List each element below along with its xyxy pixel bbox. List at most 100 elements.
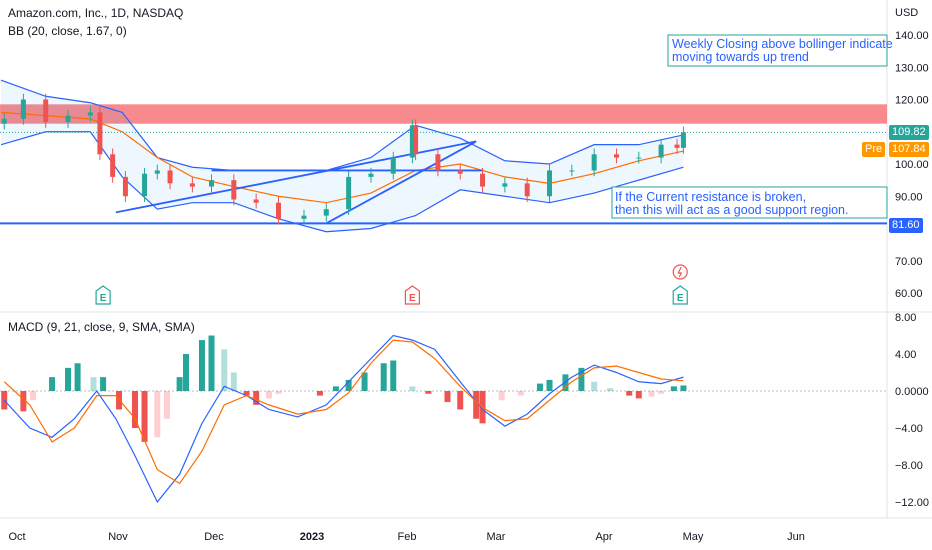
candle: [569, 164, 575, 177]
macd-histogram-bar: [176, 377, 183, 391]
candle-body: [547, 170, 553, 197]
macd-histogram-bar: [90, 377, 97, 391]
candle: [97, 106, 103, 161]
macd-axis-tick: −12.00: [895, 497, 929, 509]
time-axis-label: 2023: [300, 531, 324, 543]
macd-histogram-bar: [457, 391, 464, 410]
macd-histogram-bar: [265, 391, 272, 399]
candle: [674, 138, 680, 154]
candle-body: [1, 118, 7, 124]
pre-label-badge: Pre: [862, 142, 886, 157]
candle: [502, 177, 508, 193]
macd-histogram-bar: [670, 386, 677, 391]
annotation-box-2: [611, 186, 888, 219]
candle-body: [480, 173, 486, 187]
candle-body: [591, 154, 597, 171]
annotation-support: If the Current resistance is broken, the…: [615, 191, 848, 217]
candle-body: [167, 170, 173, 184]
macd-histogram-bar: [208, 335, 215, 391]
candle: [480, 167, 486, 193]
candle: [457, 164, 463, 180]
candle: [346, 171, 352, 215]
candle: [65, 109, 71, 128]
macd-histogram-bar: [536, 383, 543, 391]
candle-body: [658, 144, 664, 158]
candle: [323, 203, 329, 222]
candle-body: [65, 115, 71, 123]
candle-body: [409, 125, 415, 158]
candle-body: [301, 215, 307, 219]
macd-histogram-bar: [562, 374, 569, 391]
macd-indicator-label[interactable]: MACD (9, 21, close, 9, SMA, SMA): [8, 320, 195, 334]
candle-body: [323, 209, 329, 216]
candle: [524, 177, 530, 203]
annotation-weekly-closing: Weekly Closing above bollinger indicate …: [672, 38, 893, 64]
candle: [209, 174, 215, 193]
candle-body: [122, 176, 128, 197]
candle-body: [457, 170, 463, 174]
macd-histogram-bar: [345, 379, 352, 391]
candle: [1, 113, 7, 130]
macd-histogram-bar: [243, 391, 250, 396]
candle: [390, 151, 396, 180]
macd-histogram-bar: [154, 391, 161, 438]
macd-axis-tick: −8.00: [895, 460, 923, 472]
candle-body: [142, 173, 148, 197]
bb-indicator-label[interactable]: BB (20, close, 1.67, 0): [8, 24, 127, 38]
macd-histogram-bar: [183, 354, 189, 391]
earnings-marker-label: E: [100, 293, 107, 304]
macd-histogram-bar: [49, 377, 56, 391]
macd-histogram-bar: [635, 391, 642, 399]
earnings-event-icon: E: [404, 285, 420, 305]
candle: [368, 167, 374, 183]
candle: [110, 148, 116, 183]
macd-histogram-bar: [198, 340, 205, 391]
macd-histogram-bar: [473, 391, 480, 419]
candle-body: [680, 132, 686, 148]
trendline-2: [325, 140, 477, 225]
candle: [435, 148, 441, 177]
candle: [613, 148, 619, 164]
macd-histogram-bar: [230, 372, 237, 391]
candle: [591, 148, 597, 177]
candle-body: [110, 154, 116, 177]
candle-body: [209, 180, 215, 187]
candle: [658, 138, 664, 164]
macd-histogram-bar: [29, 391, 36, 401]
candle-body: [20, 99, 26, 119]
macd-histogram-bar: [20, 391, 27, 412]
time-axis-label: Feb: [398, 531, 417, 543]
candle: [301, 209, 307, 225]
macd-histogram-bar: [131, 391, 138, 428]
earnings-marker-shape: [672, 285, 688, 305]
candle-body: [569, 170, 575, 172]
macd-histogram-bar: [409, 386, 416, 391]
candle-body: [413, 125, 419, 155]
macd-histogram-bar: [100, 377, 107, 391]
time-axis-label: Apr: [595, 531, 612, 543]
candle: [154, 164, 160, 180]
resistance-zone: [0, 104, 887, 124]
price-axis-tick: 100.00: [895, 159, 929, 171]
candle-body: [368, 173, 374, 177]
candle: [142, 167, 148, 203]
price-axis-tick: 120.00: [895, 95, 929, 107]
candle-body: [390, 157, 396, 174]
candle: [409, 119, 415, 164]
macd-histogram-bar: [74, 363, 81, 391]
macd-histogram-bar: [1, 391, 8, 410]
time-axis-label: Mar: [487, 531, 506, 543]
macd-histogram-bar: [591, 381, 598, 391]
macd-histogram-bar: [163, 391, 170, 419]
candle-body: [189, 183, 195, 187]
pre-price-badge: 107.84: [889, 142, 929, 157]
candle: [253, 193, 259, 209]
candle-body: [636, 157, 642, 159]
candle: [636, 151, 642, 164]
macd-histogram-bar: [316, 391, 323, 396]
candle-body: [253, 199, 259, 203]
macd-axis-tick: 8.00: [895, 312, 916, 324]
candle-body: [524, 183, 530, 197]
macd-histogram-bar: [658, 391, 665, 394]
